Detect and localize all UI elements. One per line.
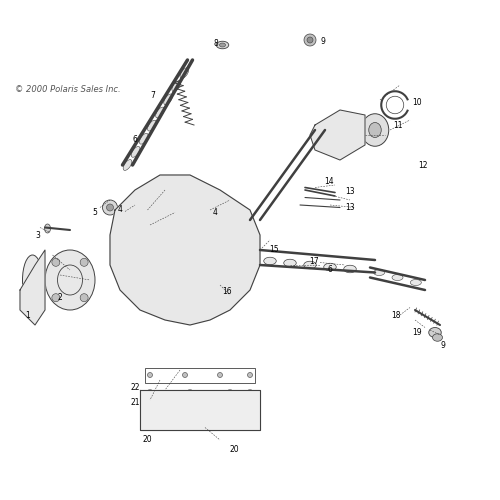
Circle shape xyxy=(147,390,153,396)
Ellipse shape xyxy=(369,122,382,138)
Text: 4: 4 xyxy=(118,206,122,214)
Ellipse shape xyxy=(140,134,148,144)
Text: 11: 11 xyxy=(393,122,402,130)
Ellipse shape xyxy=(361,114,389,146)
Circle shape xyxy=(247,424,253,430)
Ellipse shape xyxy=(344,265,356,273)
Text: 5: 5 xyxy=(92,208,98,217)
Text: © 2000 Polaris Sales Inc.: © 2000 Polaris Sales Inc. xyxy=(15,86,120,94)
Circle shape xyxy=(182,372,188,378)
Circle shape xyxy=(52,258,60,266)
Ellipse shape xyxy=(432,334,442,341)
Ellipse shape xyxy=(44,224,51,233)
Text: 21: 21 xyxy=(130,398,140,407)
Circle shape xyxy=(304,34,316,46)
Text: 4: 4 xyxy=(212,208,218,217)
Text: 9: 9 xyxy=(440,340,445,349)
Text: 16: 16 xyxy=(222,286,232,296)
Circle shape xyxy=(227,390,233,396)
Ellipse shape xyxy=(190,212,240,278)
Ellipse shape xyxy=(45,250,95,310)
Bar xyxy=(145,368,255,382)
Ellipse shape xyxy=(172,81,180,92)
Text: 22: 22 xyxy=(130,383,140,392)
Circle shape xyxy=(148,372,152,378)
Ellipse shape xyxy=(22,255,42,305)
Text: 15: 15 xyxy=(269,244,279,254)
Text: 19: 19 xyxy=(412,328,422,337)
Ellipse shape xyxy=(284,259,296,267)
Polygon shape xyxy=(110,175,260,325)
Text: 13: 13 xyxy=(345,186,355,196)
Ellipse shape xyxy=(216,42,229,49)
Circle shape xyxy=(187,424,193,430)
Text: 2: 2 xyxy=(58,293,62,302)
Circle shape xyxy=(248,372,252,378)
Text: 10: 10 xyxy=(412,98,422,107)
Circle shape xyxy=(147,424,153,430)
Bar xyxy=(155,395,245,420)
Ellipse shape xyxy=(429,328,442,338)
Circle shape xyxy=(307,37,313,43)
Circle shape xyxy=(80,294,88,302)
Text: 3: 3 xyxy=(35,230,40,239)
Text: 1: 1 xyxy=(25,310,30,320)
Ellipse shape xyxy=(132,146,140,158)
Text: 9: 9 xyxy=(320,36,325,46)
Circle shape xyxy=(80,258,88,266)
Circle shape xyxy=(187,390,193,396)
Text: 17: 17 xyxy=(309,256,319,266)
Ellipse shape xyxy=(324,263,336,271)
Ellipse shape xyxy=(156,107,164,118)
Circle shape xyxy=(52,294,60,302)
Circle shape xyxy=(247,390,253,396)
Text: 13: 13 xyxy=(345,203,355,212)
Ellipse shape xyxy=(374,270,384,276)
Circle shape xyxy=(106,204,114,211)
Ellipse shape xyxy=(410,280,422,285)
Ellipse shape xyxy=(220,43,226,47)
Text: 20: 20 xyxy=(229,446,239,454)
Text: 14: 14 xyxy=(324,176,334,186)
Text: 18: 18 xyxy=(391,310,401,320)
Polygon shape xyxy=(140,390,260,430)
Text: 20: 20 xyxy=(142,434,152,444)
Ellipse shape xyxy=(148,120,156,131)
Text: 12: 12 xyxy=(418,162,427,170)
Text: 7: 7 xyxy=(150,92,155,100)
Text: 8: 8 xyxy=(214,40,218,48)
Ellipse shape xyxy=(304,261,316,269)
Polygon shape xyxy=(310,110,365,160)
Circle shape xyxy=(227,424,233,430)
Polygon shape xyxy=(20,250,45,325)
Text: 6: 6 xyxy=(328,264,332,274)
Ellipse shape xyxy=(264,257,276,265)
Ellipse shape xyxy=(180,68,188,78)
Circle shape xyxy=(218,372,222,378)
Ellipse shape xyxy=(392,274,403,280)
Text: 6: 6 xyxy=(132,136,138,144)
Ellipse shape xyxy=(123,160,132,170)
Circle shape xyxy=(102,200,118,215)
Ellipse shape xyxy=(164,94,172,105)
